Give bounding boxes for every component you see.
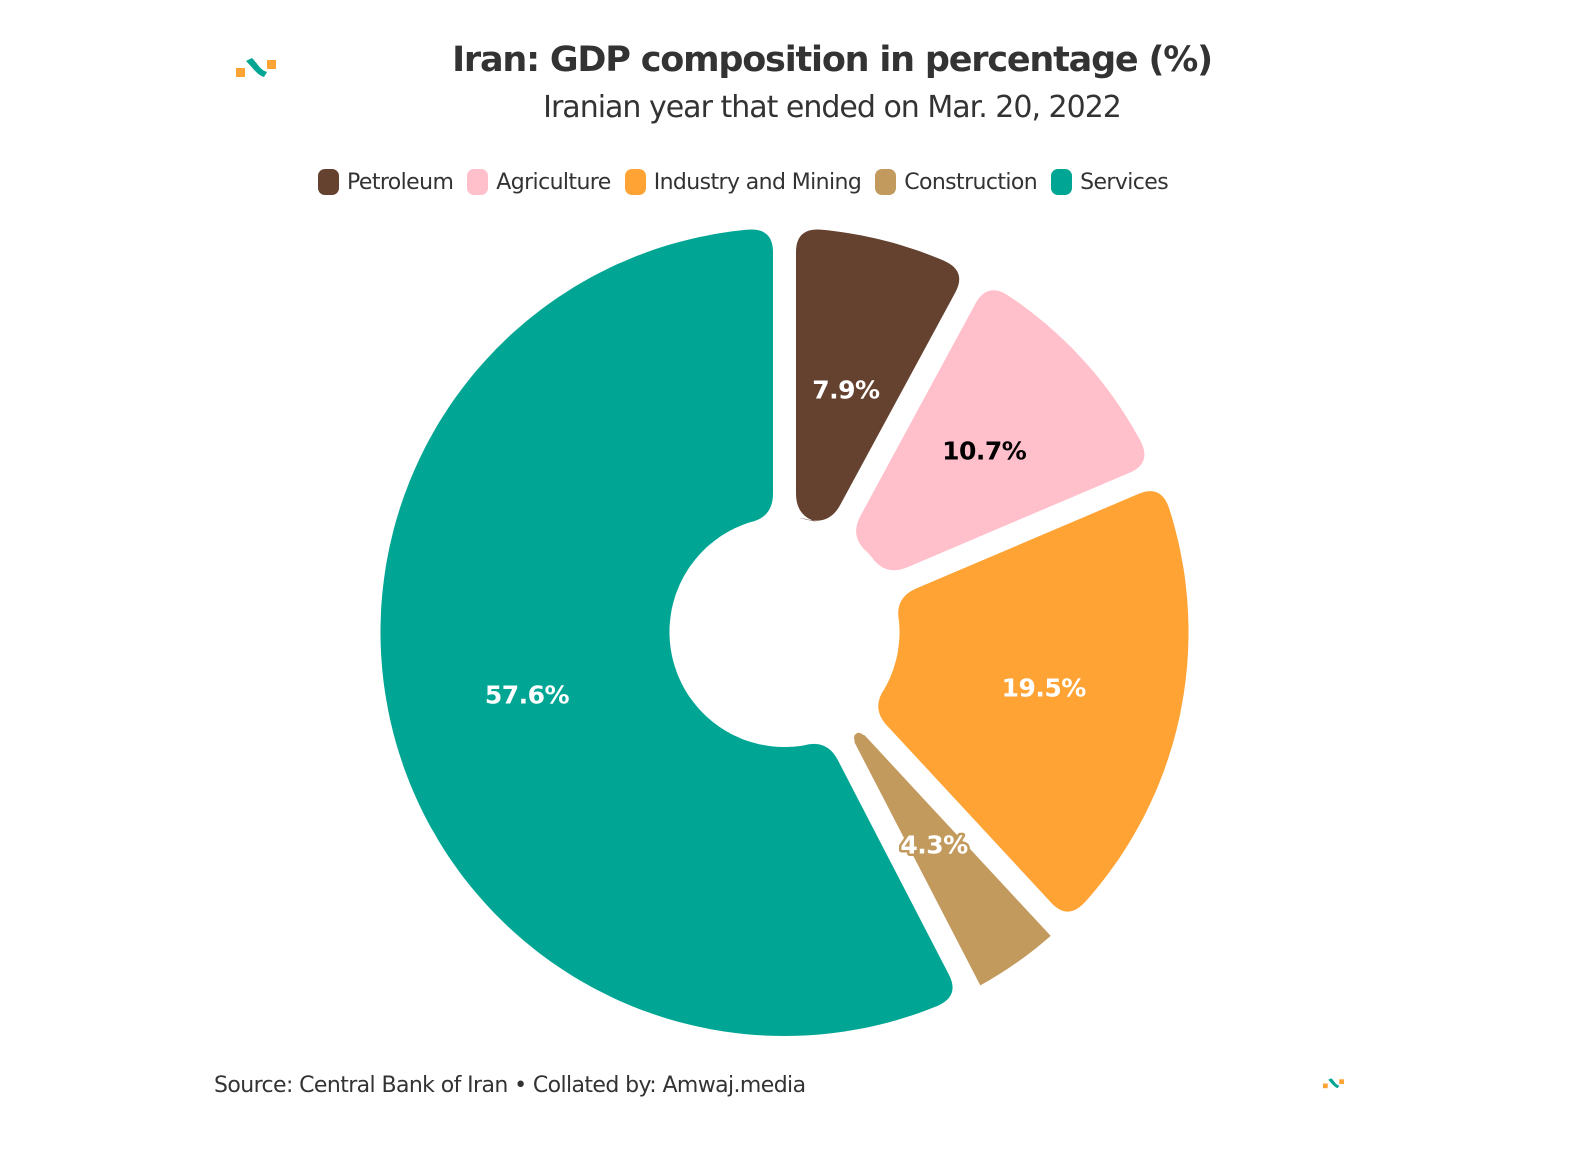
source-note: Source: Central Bank of Iran • Collated … xyxy=(214,1073,806,1098)
data-label-petroleum: 7.9% xyxy=(812,376,880,405)
legend-label: Petroleum xyxy=(347,169,454,195)
legend-item-petroleum[interactable]: Petroleum xyxy=(318,169,454,195)
legend-swatch-agriculture xyxy=(467,169,489,195)
legend-swatch-services xyxy=(1051,169,1073,195)
legend-item-agriculture[interactable]: Agriculture xyxy=(467,169,611,195)
slice-services[interactable] xyxy=(380,229,953,1037)
chart-title: Iran: GDP composition in percentage (%) xyxy=(452,40,1213,80)
slice-industry-and-mining[interactable] xyxy=(878,491,1189,912)
legend-label: Agriculture xyxy=(496,169,611,195)
amwaj-logo-icon xyxy=(1323,1078,1344,1089)
data-label-construction: 4.3% xyxy=(900,831,968,860)
legend-label: Construction xyxy=(904,169,1038,195)
data-label-services: 57.6% xyxy=(485,681,570,710)
legend: Petroleum Agriculture Industry and Minin… xyxy=(318,166,1182,198)
legend-swatch-industry-and-mining xyxy=(624,169,646,195)
legend-swatch-petroleum xyxy=(318,169,339,195)
legend-item-construction[interactable]: Construction xyxy=(875,169,1038,195)
legend-label: Industry and Mining xyxy=(653,169,862,195)
slice-agriculture[interactable] xyxy=(856,290,1145,571)
chart-subtitle: Iranian year that ended on Mar. 20, 2022 xyxy=(543,90,1122,125)
legend-item-services[interactable]: Services xyxy=(1051,169,1169,195)
amwaj-logo-icon xyxy=(236,58,276,77)
slice-petroleum[interactable] xyxy=(796,229,960,523)
legend-item-industry-and-mining[interactable]: Industry and Mining xyxy=(624,169,862,195)
slice-construction[interactable] xyxy=(854,732,1051,986)
legend-label: Services xyxy=(1080,169,1169,195)
data-label-agriculture: 10.7% xyxy=(942,436,1027,465)
legend-swatch-construction xyxy=(875,169,897,195)
data-label-industry-and-mining: 19.5% xyxy=(1002,673,1087,702)
